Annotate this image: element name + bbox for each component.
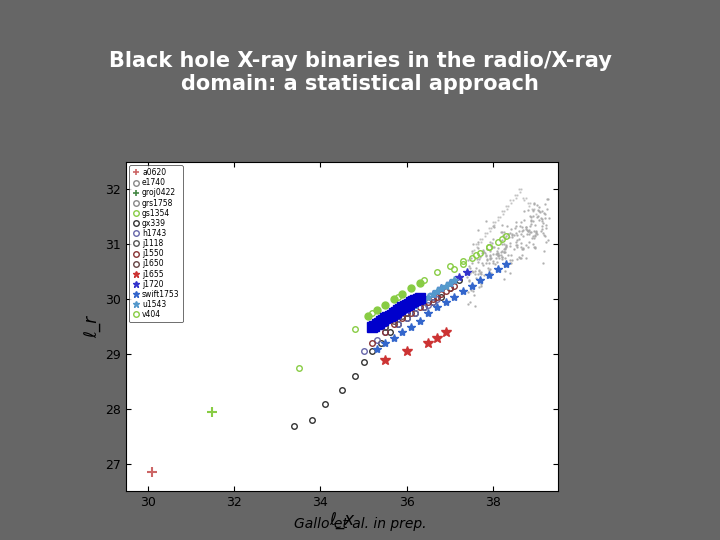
Text: Gallo et al. in prep.: Gallo et al. in prep. — [294, 517, 426, 531]
X-axis label: ℓ_x: ℓ_x — [330, 512, 354, 530]
Legend: a0620, e1740, groj0422, grs1758, gs1354, gx339, h1743, j1118, j1550, j1650, j165: a0620, e1740, groj0422, grs1758, gs1354,… — [129, 165, 183, 322]
Y-axis label: ℓ_r: ℓ_r — [84, 316, 102, 338]
Text: Black hole X-ray binaries in the radio/X-ray
domain: a statistical approach: Black hole X-ray binaries in the radio/X… — [109, 51, 611, 94]
